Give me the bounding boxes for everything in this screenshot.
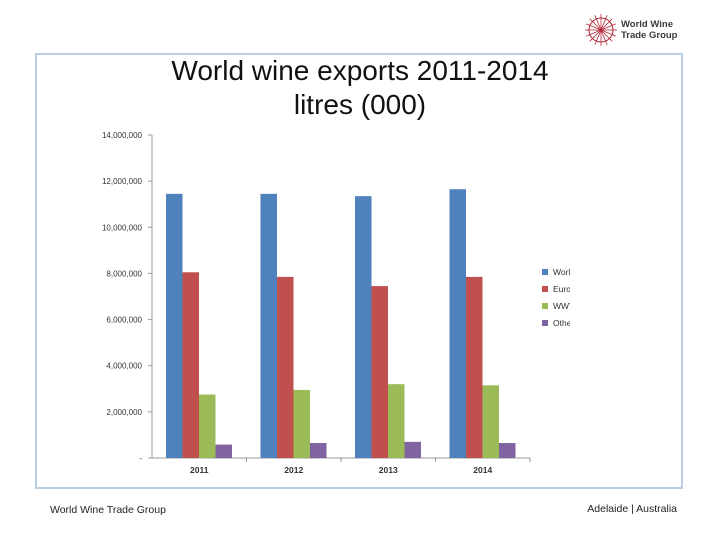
footer-location: Adelaide | Australia (587, 503, 677, 515)
legend-swatch (542, 286, 548, 292)
title-line-1: World wine exports 2011-2014 (171, 55, 549, 86)
page-title: World wine exports 2011-2014 litres (000… (60, 54, 660, 122)
y-tick-label: 10,000,000 (102, 223, 143, 232)
slide-frame (35, 53, 683, 489)
legend-swatch (542, 303, 548, 309)
y-tick-label: - (139, 454, 142, 463)
bar-other-2014 (499, 443, 516, 458)
x-tick-label: 2011 (190, 465, 209, 475)
y-tick-label: 6,000,000 (106, 316, 142, 325)
legend-label: World Total (553, 267, 570, 277)
bar-other-2013 (404, 441, 421, 458)
legend-label: WWTG (553, 301, 570, 311)
legend-label: Other (553, 318, 570, 328)
legend-label: European Union (553, 284, 570, 294)
bar-wwtg-2012 (293, 389, 310, 458)
logo-line-2: Trade Group (621, 30, 678, 41)
bar-other-2012 (310, 443, 327, 458)
bar-european-union-2012 (277, 276, 294, 458)
footer-organization: World Wine Trade Group (50, 504, 166, 516)
bar-world-total-2012 (260, 193, 277, 458)
legend-swatch (542, 269, 548, 275)
compass-rose-icon (585, 14, 617, 46)
logo-line-1: World Wine (621, 19, 673, 30)
logo-text: World Wine Trade Group (621, 19, 677, 41)
bar-other-2011 (215, 444, 232, 458)
y-tick-label: 2,000,000 (106, 408, 142, 417)
y-tick-label: 14,000,000 (102, 131, 143, 140)
x-tick-label: 2014 (473, 465, 492, 475)
bar-european-union-2014 (466, 276, 483, 458)
y-tick-label: 4,000,000 (106, 362, 142, 371)
x-tick-label: 2012 (284, 465, 303, 475)
bar-european-union-2011 (182, 272, 199, 458)
x-tick-label: 2013 (379, 465, 398, 475)
bar-chart: - 2,000,000 4,000,000 6,000,000 8,000,000 10,… (102, 131, 570, 475)
bar-wwtg-2014 (482, 385, 499, 458)
legend-swatch (542, 320, 548, 326)
title-line-2: litres (000) (293, 89, 427, 120)
logo: World Wine Trade Group (583, 12, 693, 50)
y-tick-label: 12,000,000 (102, 177, 143, 186)
bar-wwtg-2011 (199, 394, 216, 458)
bar-world-total-2011 (166, 193, 183, 458)
y-tick-label: 8,000,000 (106, 269, 142, 278)
bar-world-total-2014 (449, 189, 466, 458)
bar-world-total-2013 (355, 196, 372, 458)
bar-european-union-2013 (371, 286, 388, 458)
bar-wwtg-2013 (388, 384, 405, 458)
